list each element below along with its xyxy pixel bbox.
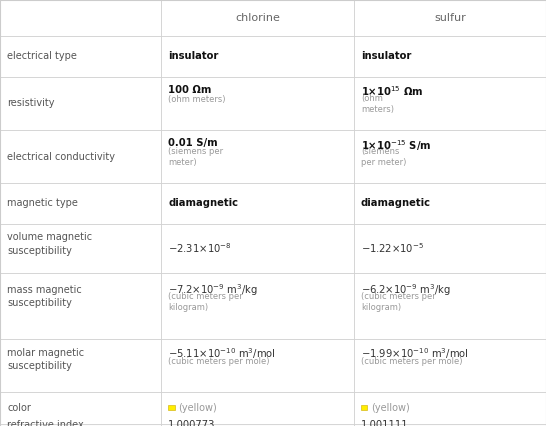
- Text: 100 Ωm: 100 Ωm: [168, 85, 211, 95]
- Bar: [0, 36, 161, 77]
- Text: (yellow): (yellow): [371, 403, 410, 413]
- Text: 1.001111: 1.001111: [361, 420, 408, 426]
- Bar: [354, 339, 546, 392]
- Bar: [161, 0, 354, 36]
- Bar: [354, 77, 546, 130]
- Bar: [161, 36, 354, 77]
- Bar: [354, 273, 546, 339]
- Bar: [0, 392, 161, 424]
- Bar: [168, 405, 175, 410]
- Text: (siemens
per meter): (siemens per meter): [361, 147, 406, 167]
- Text: 1×10$^{15}$ Ωm: 1×10$^{15}$ Ωm: [361, 85, 423, 98]
- Text: refractive index: refractive index: [7, 420, 84, 426]
- Bar: [0, 339, 161, 392]
- Bar: [161, 273, 354, 339]
- Text: (cubic meters per
kilogram): (cubic meters per kilogram): [168, 292, 243, 312]
- Text: sulfur: sulfur: [434, 13, 466, 23]
- Text: −7.2×10$^{-9}$ m$^3$/kg: −7.2×10$^{-9}$ m$^3$/kg: [168, 282, 258, 298]
- Text: −1.99×10$^{-10}$ m$^3$/mol: −1.99×10$^{-10}$ m$^3$/mol: [361, 347, 469, 361]
- Text: volume magnetic
susceptibility: volume magnetic susceptibility: [7, 233, 92, 256]
- Bar: [0, 424, 161, 426]
- Text: molar magnetic
susceptibility: molar magnetic susceptibility: [7, 348, 84, 371]
- Bar: [161, 130, 354, 183]
- Bar: [354, 36, 546, 77]
- Text: resistivity: resistivity: [7, 98, 55, 108]
- Text: (cubic meters per
kilogram): (cubic meters per kilogram): [361, 292, 436, 312]
- Text: chlorine: chlorine: [235, 13, 280, 23]
- Text: diamagnetic: diamagnetic: [361, 199, 431, 208]
- Bar: [161, 424, 354, 426]
- Text: diamagnetic: diamagnetic: [168, 199, 238, 208]
- Text: electrical type: electrical type: [7, 52, 77, 61]
- Bar: [354, 424, 546, 426]
- Text: −5.11×10$^{-10}$ m$^3$/mol: −5.11×10$^{-10}$ m$^3$/mol: [168, 347, 276, 361]
- Bar: [354, 183, 546, 224]
- Bar: [0, 183, 161, 224]
- Bar: [354, 224, 546, 273]
- Bar: [161, 77, 354, 130]
- Text: (siemens per
meter): (siemens per meter): [168, 147, 223, 167]
- Bar: [161, 392, 354, 424]
- Text: magnetic type: magnetic type: [7, 199, 78, 208]
- Text: insulator: insulator: [361, 52, 411, 61]
- Bar: [0, 0, 161, 36]
- Bar: [161, 183, 354, 224]
- Text: −6.2×10$^{-9}$ m$^3$/kg: −6.2×10$^{-9}$ m$^3$/kg: [361, 282, 451, 298]
- Bar: [354, 392, 546, 424]
- Text: −2.31×10$^{-8}$: −2.31×10$^{-8}$: [168, 241, 232, 255]
- Text: 1×10$^{-15}$ S/m: 1×10$^{-15}$ S/m: [361, 138, 431, 153]
- Bar: [161, 339, 354, 392]
- Text: (yellow): (yellow): [179, 403, 217, 413]
- Text: (ohm meters): (ohm meters): [168, 95, 225, 104]
- Text: (ohm
meters): (ohm meters): [361, 94, 394, 114]
- Text: 1.000773: 1.000773: [168, 420, 216, 426]
- Bar: [0, 130, 161, 183]
- Bar: [0, 77, 161, 130]
- Bar: [0, 273, 161, 339]
- Bar: [354, 130, 546, 183]
- Text: mass magnetic
susceptibility: mass magnetic susceptibility: [7, 285, 82, 308]
- Text: electrical conductivity: electrical conductivity: [7, 152, 115, 161]
- Text: (cubic meters per mole): (cubic meters per mole): [361, 357, 462, 366]
- Text: 0.01 S/m: 0.01 S/m: [168, 138, 218, 148]
- Text: color: color: [7, 403, 31, 413]
- Bar: [0, 224, 161, 273]
- Text: insulator: insulator: [168, 52, 218, 61]
- Text: (cubic meters per mole): (cubic meters per mole): [168, 357, 270, 366]
- Bar: [361, 405, 367, 410]
- Bar: [161, 224, 354, 273]
- Bar: [354, 0, 546, 36]
- Text: −1.22×10$^{-5}$: −1.22×10$^{-5}$: [361, 241, 424, 255]
